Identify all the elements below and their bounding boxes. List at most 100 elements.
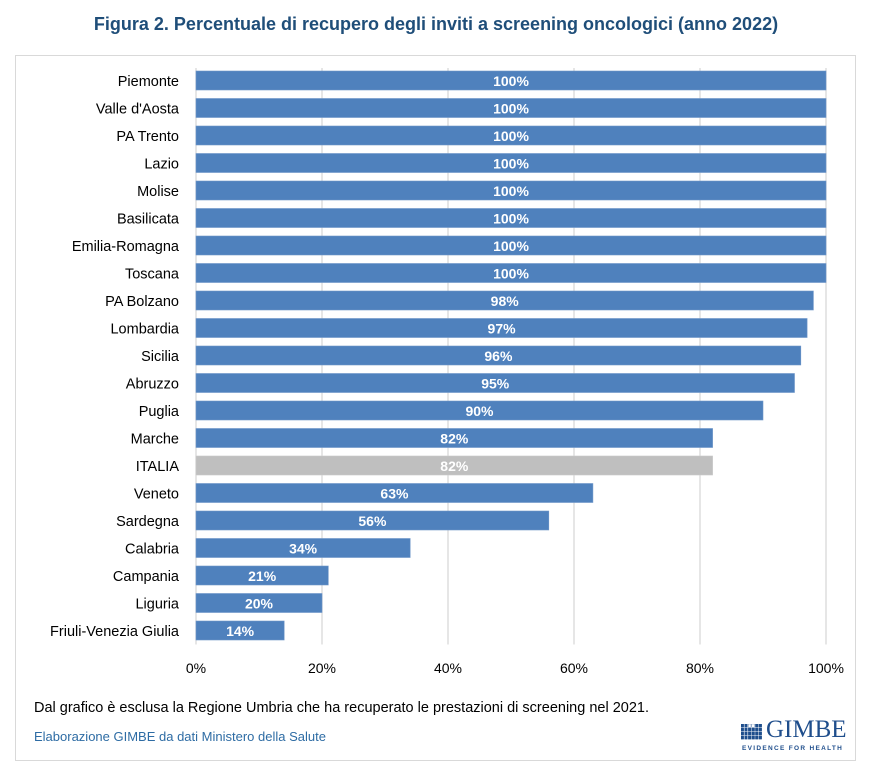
logo-cell (744, 731, 748, 736)
category-label: PA Bolzano (105, 294, 179, 310)
bar-campania (195, 565, 329, 586)
data-label: 100% (493, 156, 529, 172)
x-tick-labels: 0% 20% 40% 60% 80% 100% (186, 660, 844, 676)
category-label: Toscana (125, 267, 180, 283)
data-label: 100% (493, 73, 529, 89)
bar-calabria (195, 538, 411, 558)
logo-cell (741, 731, 744, 736)
bar-pa-trento (195, 125, 827, 146)
bars: 100% 100% 100% 100% 100% 100% 100% 100% 98% 97% 96… (195, 70, 827, 641)
data-label: 100% (493, 266, 529, 282)
category-label: Molise (137, 184, 179, 200)
category-label: Puglia (139, 404, 180, 420)
logo-cell (755, 735, 759, 740)
category-label: Liguria (135, 597, 179, 613)
category-label: Lazio (144, 157, 179, 173)
data-label: 100% (493, 128, 529, 144)
category-label: Friuli-Venezia Giulia (50, 624, 180, 640)
bar-toscana (195, 263, 827, 283)
x-tick-label: 20% (308, 660, 336, 676)
category-label: Valle d'Aosta (96, 102, 180, 118)
category-label: Basilicata (117, 212, 180, 228)
data-label: 97% (488, 321, 517, 337)
x-tick-label: 80% (686, 660, 714, 676)
data-label: 21% (248, 568, 277, 584)
data-label: 82% (440, 458, 469, 474)
bar-friuli-venezia-giulia (195, 620, 285, 641)
category-label: Veneto (134, 487, 179, 503)
logo-cell (751, 735, 755, 740)
data-label: 63% (380, 486, 409, 502)
x-tick-label: 60% (560, 660, 588, 676)
data-label: 14% (226, 623, 255, 639)
logo-cell (758, 727, 762, 732)
data-label: 98% (491, 293, 520, 309)
logo-cell (755, 727, 759, 732)
bar-puglia (195, 400, 764, 421)
bar-liguria (195, 593, 323, 613)
category-label: Abruzzo (126, 377, 179, 393)
gimbe-grid-logo-icon (741, 724, 762, 740)
data-label: 34% (289, 541, 318, 557)
category-label: Marche (131, 432, 179, 448)
data-label: 82% (440, 431, 469, 447)
bar-sicilia (195, 345, 802, 366)
gimbe-logo: GIMBE EVIDENCE FOR HEALTH (740, 716, 850, 756)
data-label: 100% (493, 101, 529, 117)
logo-wordmark: GIMBE (766, 716, 847, 743)
category-label: Lombardia (110, 322, 179, 338)
logo-cell (748, 727, 752, 732)
logo-cell (741, 735, 744, 740)
logo-cell (748, 724, 752, 728)
bar-veneto (195, 483, 594, 503)
data-label: 20% (245, 596, 274, 612)
source-credit: Elaborazione GIMBE da dati Ministero del… (34, 729, 326, 744)
logo-cell (748, 731, 752, 736)
logo-cell (751, 731, 755, 736)
category-label: Calabria (125, 542, 180, 558)
category-label: Campania (113, 569, 180, 585)
logo-cell (744, 724, 748, 728)
logo-tagline: EVIDENCE FOR HEALTH (742, 745, 844, 752)
logo-cell (751, 724, 755, 728)
logo-cell (748, 735, 752, 740)
bar-valle-d-aosta (195, 98, 827, 118)
data-label: 100% (493, 183, 529, 199)
bar-basilicata (195, 208, 827, 228)
data-label: 100% (493, 211, 529, 227)
category-label: Emilia-Romagna (72, 239, 180, 255)
logo-cell (755, 731, 759, 736)
logo-cell (758, 735, 762, 740)
bar-sardegna (195, 510, 550, 531)
data-label: 56% (358, 513, 387, 529)
bar-lazio (195, 153, 827, 173)
x-tick-label: 40% (434, 660, 462, 676)
bar-emilia-romagna (195, 235, 827, 256)
category-label: PA Trento (116, 129, 179, 145)
data-label: 95% (481, 376, 510, 392)
category-labels: Piemonte Valle d'Aosta PA Trento Lazio Molis… (50, 74, 180, 640)
logo-cell (758, 724, 762, 728)
bar-pa-bolzano (195, 290, 814, 311)
category-label: Sardegna (116, 514, 180, 530)
logo-cell (741, 724, 744, 728)
logo-cell (758, 731, 762, 736)
bar-marche (195, 428, 713, 448)
x-tick-label: 0% (186, 660, 206, 676)
category-label: ITALIA (136, 459, 180, 475)
logo-cell (744, 727, 748, 732)
data-label: 100% (493, 238, 529, 254)
bar-molise (195, 180, 827, 201)
bar-piemonte (195, 70, 827, 91)
category-label: Piemonte (118, 74, 179, 90)
bar-italia (195, 455, 713, 476)
logo-cell (751, 727, 755, 732)
chart-note: Dal grafico è esclusa la Regione Umbria … (34, 700, 649, 716)
x-tick-label: 100% (808, 660, 844, 676)
logo-cell (744, 735, 748, 740)
figure-title: Figura 2. Percentuale di recupero degli … (93, 14, 779, 34)
data-label: 90% (465, 403, 494, 419)
bar-lombardia (195, 318, 808, 338)
logo-cell (741, 727, 744, 732)
